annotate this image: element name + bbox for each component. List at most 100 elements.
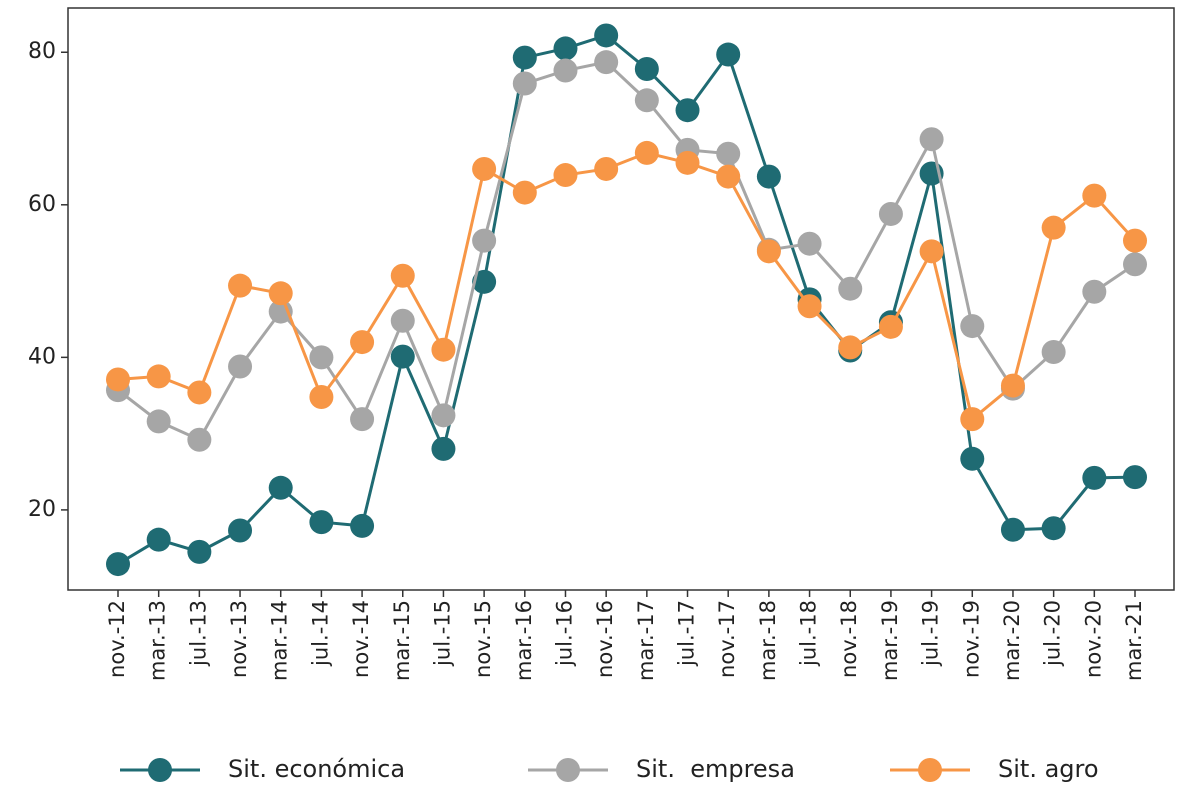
x-tick-label: jul.-14 xyxy=(308,600,332,667)
point xyxy=(309,345,334,370)
point xyxy=(1082,465,1107,490)
point xyxy=(431,436,456,461)
point xyxy=(1041,516,1066,541)
point xyxy=(716,42,741,67)
x-tick-label: nov.-19 xyxy=(959,600,983,678)
legend-marker xyxy=(918,758,942,782)
point xyxy=(309,510,334,535)
point xyxy=(594,50,619,75)
point xyxy=(106,552,130,577)
point xyxy=(106,367,130,392)
x-tick-label: jul.-17 xyxy=(675,600,699,667)
point xyxy=(146,409,171,434)
x-tick-label: jul.-13 xyxy=(186,600,210,667)
x-tick-label: mar.-19 xyxy=(878,600,902,681)
point xyxy=(797,294,822,319)
point xyxy=(838,276,863,301)
point xyxy=(716,141,741,166)
point xyxy=(187,427,212,452)
x-tick-label: jul.-18 xyxy=(797,600,821,667)
x-tick-label: jul.-19 xyxy=(919,600,943,667)
point xyxy=(553,163,578,188)
y-tick-label: 40 xyxy=(28,344,56,369)
x-tick-label: mar.-13 xyxy=(146,600,170,681)
point xyxy=(350,330,375,355)
point xyxy=(390,263,415,288)
point xyxy=(431,403,456,428)
x-tick-label: mar.-14 xyxy=(268,600,292,681)
point xyxy=(512,180,537,205)
y-tick-label: 60 xyxy=(28,192,56,217)
point xyxy=(1000,517,1025,542)
point xyxy=(1041,340,1066,365)
x-tick-label: nov.-20 xyxy=(1081,600,1105,678)
point xyxy=(228,354,253,379)
y-tick-label: 20 xyxy=(28,497,56,522)
point xyxy=(675,150,700,175)
point xyxy=(838,335,863,360)
point xyxy=(960,407,985,432)
point xyxy=(919,239,944,264)
x-tick-label: nov.-16 xyxy=(593,600,617,678)
point xyxy=(146,364,171,389)
plot-frame xyxy=(67,7,1175,591)
point xyxy=(797,231,822,256)
legend-marker xyxy=(556,758,580,782)
point xyxy=(675,98,700,123)
point xyxy=(1123,252,1147,277)
series-line xyxy=(117,60,1136,442)
x-tick-label: mar.-20 xyxy=(1000,600,1024,681)
point xyxy=(594,156,619,181)
point xyxy=(268,281,293,306)
x-tick-label: nov.-14 xyxy=(349,600,373,678)
point xyxy=(634,88,659,113)
point xyxy=(390,344,415,369)
legend-label: Sit. económica xyxy=(228,755,405,783)
point xyxy=(309,385,334,410)
point xyxy=(187,539,212,564)
x-tick-label: nov.-17 xyxy=(715,600,739,678)
series-line xyxy=(117,151,1137,422)
x-tick-label: nov.-18 xyxy=(837,600,861,678)
point xyxy=(146,527,171,552)
legend-label: Sit. agro xyxy=(998,755,1099,783)
point xyxy=(553,36,578,61)
point xyxy=(756,164,781,189)
point xyxy=(878,201,903,226)
point xyxy=(1000,373,1025,398)
point xyxy=(716,164,741,189)
x-tick-label: mar.-18 xyxy=(756,600,780,681)
point xyxy=(756,239,781,264)
point xyxy=(1123,228,1147,253)
x-tick-label: jul.-15 xyxy=(430,600,454,667)
point xyxy=(431,337,456,362)
x-tick-label: mar.-21 xyxy=(1122,600,1146,681)
point xyxy=(512,71,537,96)
x-tick-label: mar.-15 xyxy=(390,600,414,681)
x-tick-label: nov.-12 xyxy=(105,600,129,678)
x-tick-label: mar.-17 xyxy=(634,600,658,681)
point xyxy=(878,314,903,339)
point xyxy=(228,273,253,298)
x-tick-label: nov.-13 xyxy=(227,600,251,678)
point xyxy=(594,23,619,48)
point xyxy=(350,407,375,432)
point xyxy=(350,513,375,538)
x-tick-label: nov.-15 xyxy=(471,600,495,678)
point xyxy=(512,45,537,70)
point xyxy=(960,446,985,471)
point xyxy=(960,314,985,339)
point xyxy=(1082,279,1107,304)
point xyxy=(472,228,497,253)
legend-label: Sit. empresa xyxy=(636,755,795,783)
point xyxy=(634,140,659,165)
point xyxy=(634,57,659,82)
legend-marker xyxy=(148,758,172,782)
point xyxy=(472,156,497,181)
point xyxy=(1041,215,1066,240)
point xyxy=(187,380,212,405)
point xyxy=(919,127,944,152)
x-tick-label: mar.-16 xyxy=(512,600,536,681)
x-tick-label: jul.-20 xyxy=(1041,600,1065,667)
